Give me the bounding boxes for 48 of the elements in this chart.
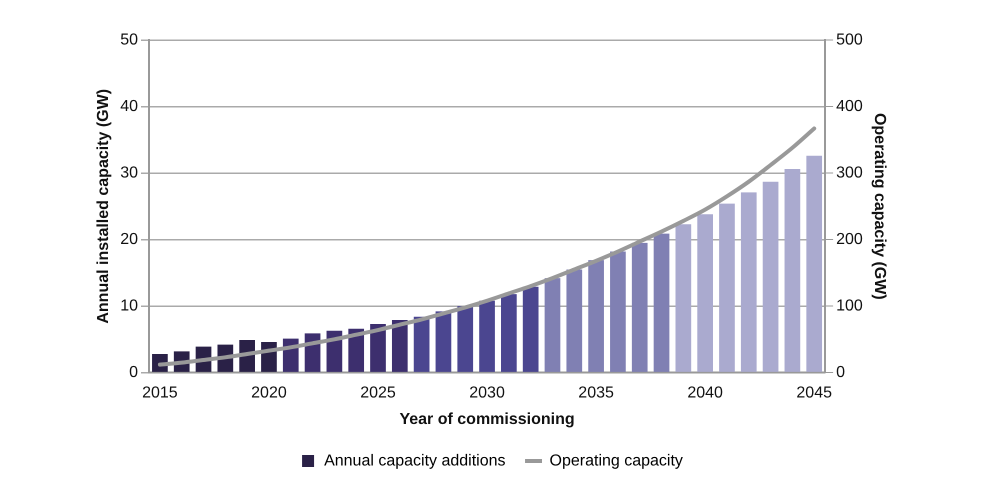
y-axis-title: Annual installed capacity (GW): [95, 88, 112, 324]
bar: [806, 156, 822, 372]
x-tick-label: 2035: [578, 384, 614, 402]
bar: [740, 192, 757, 372]
x-tick-label: 2020: [251, 384, 287, 402]
bar: [479, 300, 495, 372]
y2-tick-label: 400: [836, 98, 863, 115]
bar: [654, 234, 670, 372]
bar: [610, 252, 626, 372]
x-tick-label: 2025: [360, 384, 396, 402]
bar: [522, 286, 539, 372]
y-tick-label: 0: [129, 364, 138, 382]
bar: [697, 214, 713, 372]
bar: [370, 324, 386, 372]
x-tick-label: 2040: [687, 384, 724, 402]
y2-tick-label: 200: [836, 230, 863, 248]
bar: [392, 320, 408, 372]
bar: [436, 311, 452, 372]
bar: [544, 278, 560, 372]
y2-tick-label: 500: [836, 31, 863, 48]
bar: [719, 204, 735, 372]
y-tick-label: 30: [120, 164, 138, 182]
line-series: [158, 126, 816, 367]
y2-tick-label: 0: [836, 364, 846, 382]
bar: [414, 316, 430, 372]
bar: [566, 269, 582, 372]
x-axis-title: Year of commissioning: [399, 410, 575, 428]
y-tick-label: 50: [120, 31, 138, 48]
bar: [762, 182, 778, 372]
bar: [501, 294, 517, 372]
bar: [457, 306, 474, 372]
y-tick-label: 20: [120, 230, 138, 248]
bar: [632, 242, 648, 372]
bar: [675, 224, 692, 372]
x-tick-label: 2030: [469, 384, 505, 402]
legend-label: Annual capacity additions: [324, 452, 506, 470]
legend-label: Operating capacity: [550, 452, 683, 470]
y2-tick-label: 100: [836, 297, 863, 314]
bar: [348, 328, 364, 372]
x-tick-label: 2045: [796, 384, 832, 402]
bar: [588, 260, 604, 372]
y-tick-label: 40: [120, 98, 138, 115]
bar: [784, 169, 800, 372]
y2-tick-label: 300: [836, 164, 863, 182]
y-tick-label: 10: [120, 297, 138, 314]
x-tick-label: 2015: [142, 384, 178, 402]
y2-axis-title: Operating capacity (GW): [870, 112, 888, 300]
bar: [326, 330, 342, 372]
